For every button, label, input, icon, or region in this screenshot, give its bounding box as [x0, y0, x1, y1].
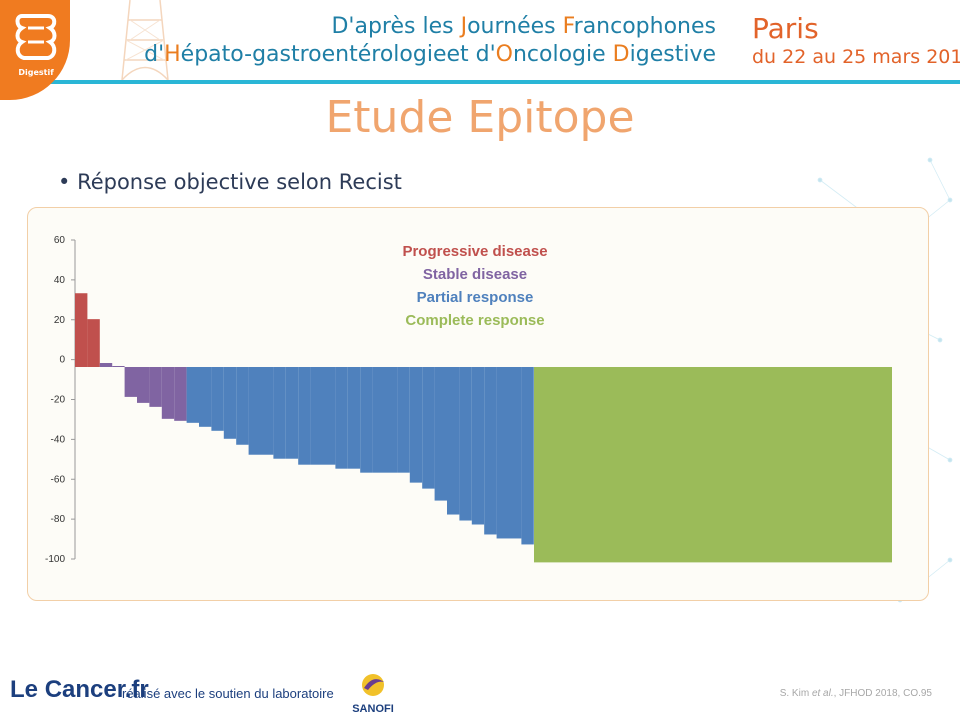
bar-partial-response: [509, 367, 522, 539]
bar-partial-response: [521, 367, 534, 545]
bar-partial-response: [298, 367, 311, 465]
bar-complete-response: [534, 367, 892, 563]
header-line-2: d'Hépato-gastroentérologieet d'Oncologie…: [144, 42, 716, 67]
slide-bullet: • Réponse objective selon Recist: [58, 170, 402, 194]
bar-partial-response: [447, 367, 460, 515]
y-tick-label: 20: [54, 315, 66, 326]
bar-partial-response: [248, 367, 261, 455]
lecancer-logo: Le Cancer.fr: [10, 676, 149, 703]
y-tick-label: -60: [51, 474, 66, 485]
bar-stable-disease: [99, 363, 113, 367]
bar-stable-disease: [161, 367, 175, 419]
y-tick-label: 0: [59, 355, 65, 366]
logo-label: Digestif: [18, 68, 54, 77]
legend-partial-response: Partial response: [416, 289, 534, 306]
bar-partial-response: [496, 367, 509, 539]
legend-stable-disease: Stable disease: [422, 266, 528, 283]
bar-partial-response: [347, 367, 361, 469]
bar-partial-response: [335, 367, 348, 469]
bar-stable-disease: [112, 366, 125, 368]
bar-partial-response: [422, 367, 435, 489]
y-tick-label: 40: [54, 275, 66, 286]
bar-partial-response: [236, 367, 249, 445]
y-tick-label: -80: [51, 514, 66, 525]
y-tick-label: -40: [51, 434, 66, 445]
bar-partial-response: [285, 367, 299, 459]
legend-progressive-disease: Progressive disease: [402, 243, 548, 260]
bar-partial-response: [409, 367, 423, 483]
bar-stable-disease: [149, 367, 162, 407]
legend-complete-response: Complete response: [405, 312, 545, 329]
citation: S. Kim et al., JFHOD 2018, CO.95: [779, 688, 932, 699]
bar-partial-response: [397, 367, 410, 473]
bar-partial-response: [360, 367, 373, 473]
bar-partial-response: [385, 367, 398, 473]
bar-stable-disease: [137, 367, 150, 403]
sanofi-swirl-icon: [362, 674, 384, 696]
bar-progressive-disease: [75, 293, 88, 367]
bar-partial-response: [211, 367, 224, 431]
bar-partial-response: [484, 367, 497, 535]
eiffel-tower-watermark: [121, 0, 169, 80]
bar-stable-disease: [124, 367, 137, 397]
intestine-icon: [15, 14, 57, 60]
header-accent-bar: [0, 80, 960, 84]
y-tick-label: -20: [51, 395, 66, 406]
header-line-1: D'après les Journées Francophones: [331, 14, 716, 39]
bullet-text: Réponse objective selon Recist: [77, 170, 402, 194]
bar-partial-response: [310, 367, 323, 465]
bar-partial-response: [261, 367, 274, 455]
bar-partial-response: [273, 367, 286, 459]
y-tick-label: 60: [54, 235, 66, 246]
bar-partial-response: [223, 367, 237, 439]
bar-partial-response: [471, 367, 485, 525]
bar-partial-response: [186, 367, 199, 423]
sanofi-logo: SANOFI: [348, 672, 398, 715]
y-tick-label: -100: [45, 554, 65, 565]
support-text: réalisé avec le soutien du laboratoire: [122, 686, 334, 701]
bar-progressive-disease: [87, 319, 100, 367]
bar-partial-response: [372, 367, 385, 473]
header-city: Paris: [752, 12, 819, 45]
bar-partial-response: [434, 367, 447, 501]
bar-stable-disease: [174, 367, 187, 421]
header-dates: du 22 au 25 mars 2018: [752, 46, 960, 68]
bar-partial-response: [459, 367, 472, 521]
bar-partial-response: [323, 367, 336, 465]
bar-partial-response: [199, 367, 212, 427]
slide-title: Etude Epitope: [325, 92, 635, 143]
chart-legend: Progressive disease Stable disease Parti…: [330, 240, 620, 332]
